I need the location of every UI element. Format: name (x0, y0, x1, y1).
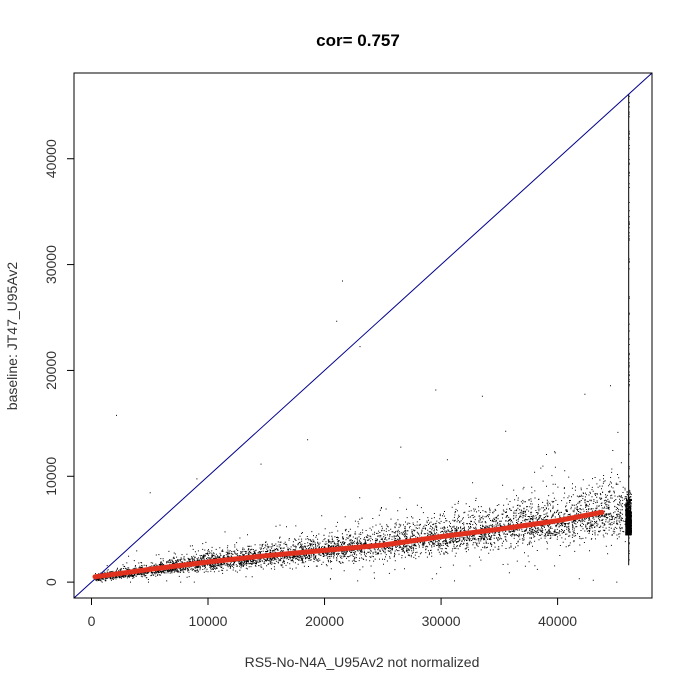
y-tick-label: 0 (43, 578, 59, 586)
y-tick-label: 40000 (43, 139, 59, 178)
x-tick-label: 30000 (422, 613, 461, 629)
x-axis-label: RS5-No-N4A_U95Av2 not normalized (245, 654, 480, 670)
y-axis-label: baseline: JT47_U95Av2 (4, 262, 20, 411)
scatter-point-cloud (95, 95, 632, 583)
y-tick-label: 20000 (43, 351, 59, 390)
identity-line (73, 72, 653, 599)
y-tick-label: 30000 (43, 245, 59, 284)
scatter-points (95, 94, 632, 583)
x-axis: 0 10000 20000 30000 40000 (88, 597, 577, 629)
trend-line (92, 509, 605, 580)
y-axis: 0 10000 20000 30000 40000 (43, 139, 75, 586)
chart-title: cor= 0.757 (316, 31, 400, 50)
x-tick-label: 0 (88, 613, 96, 629)
x-tick-label: 10000 (189, 613, 228, 629)
x-tick-label: 40000 (538, 613, 577, 629)
x-tick-label: 20000 (305, 613, 344, 629)
y-tick-label: 10000 (43, 457, 59, 496)
